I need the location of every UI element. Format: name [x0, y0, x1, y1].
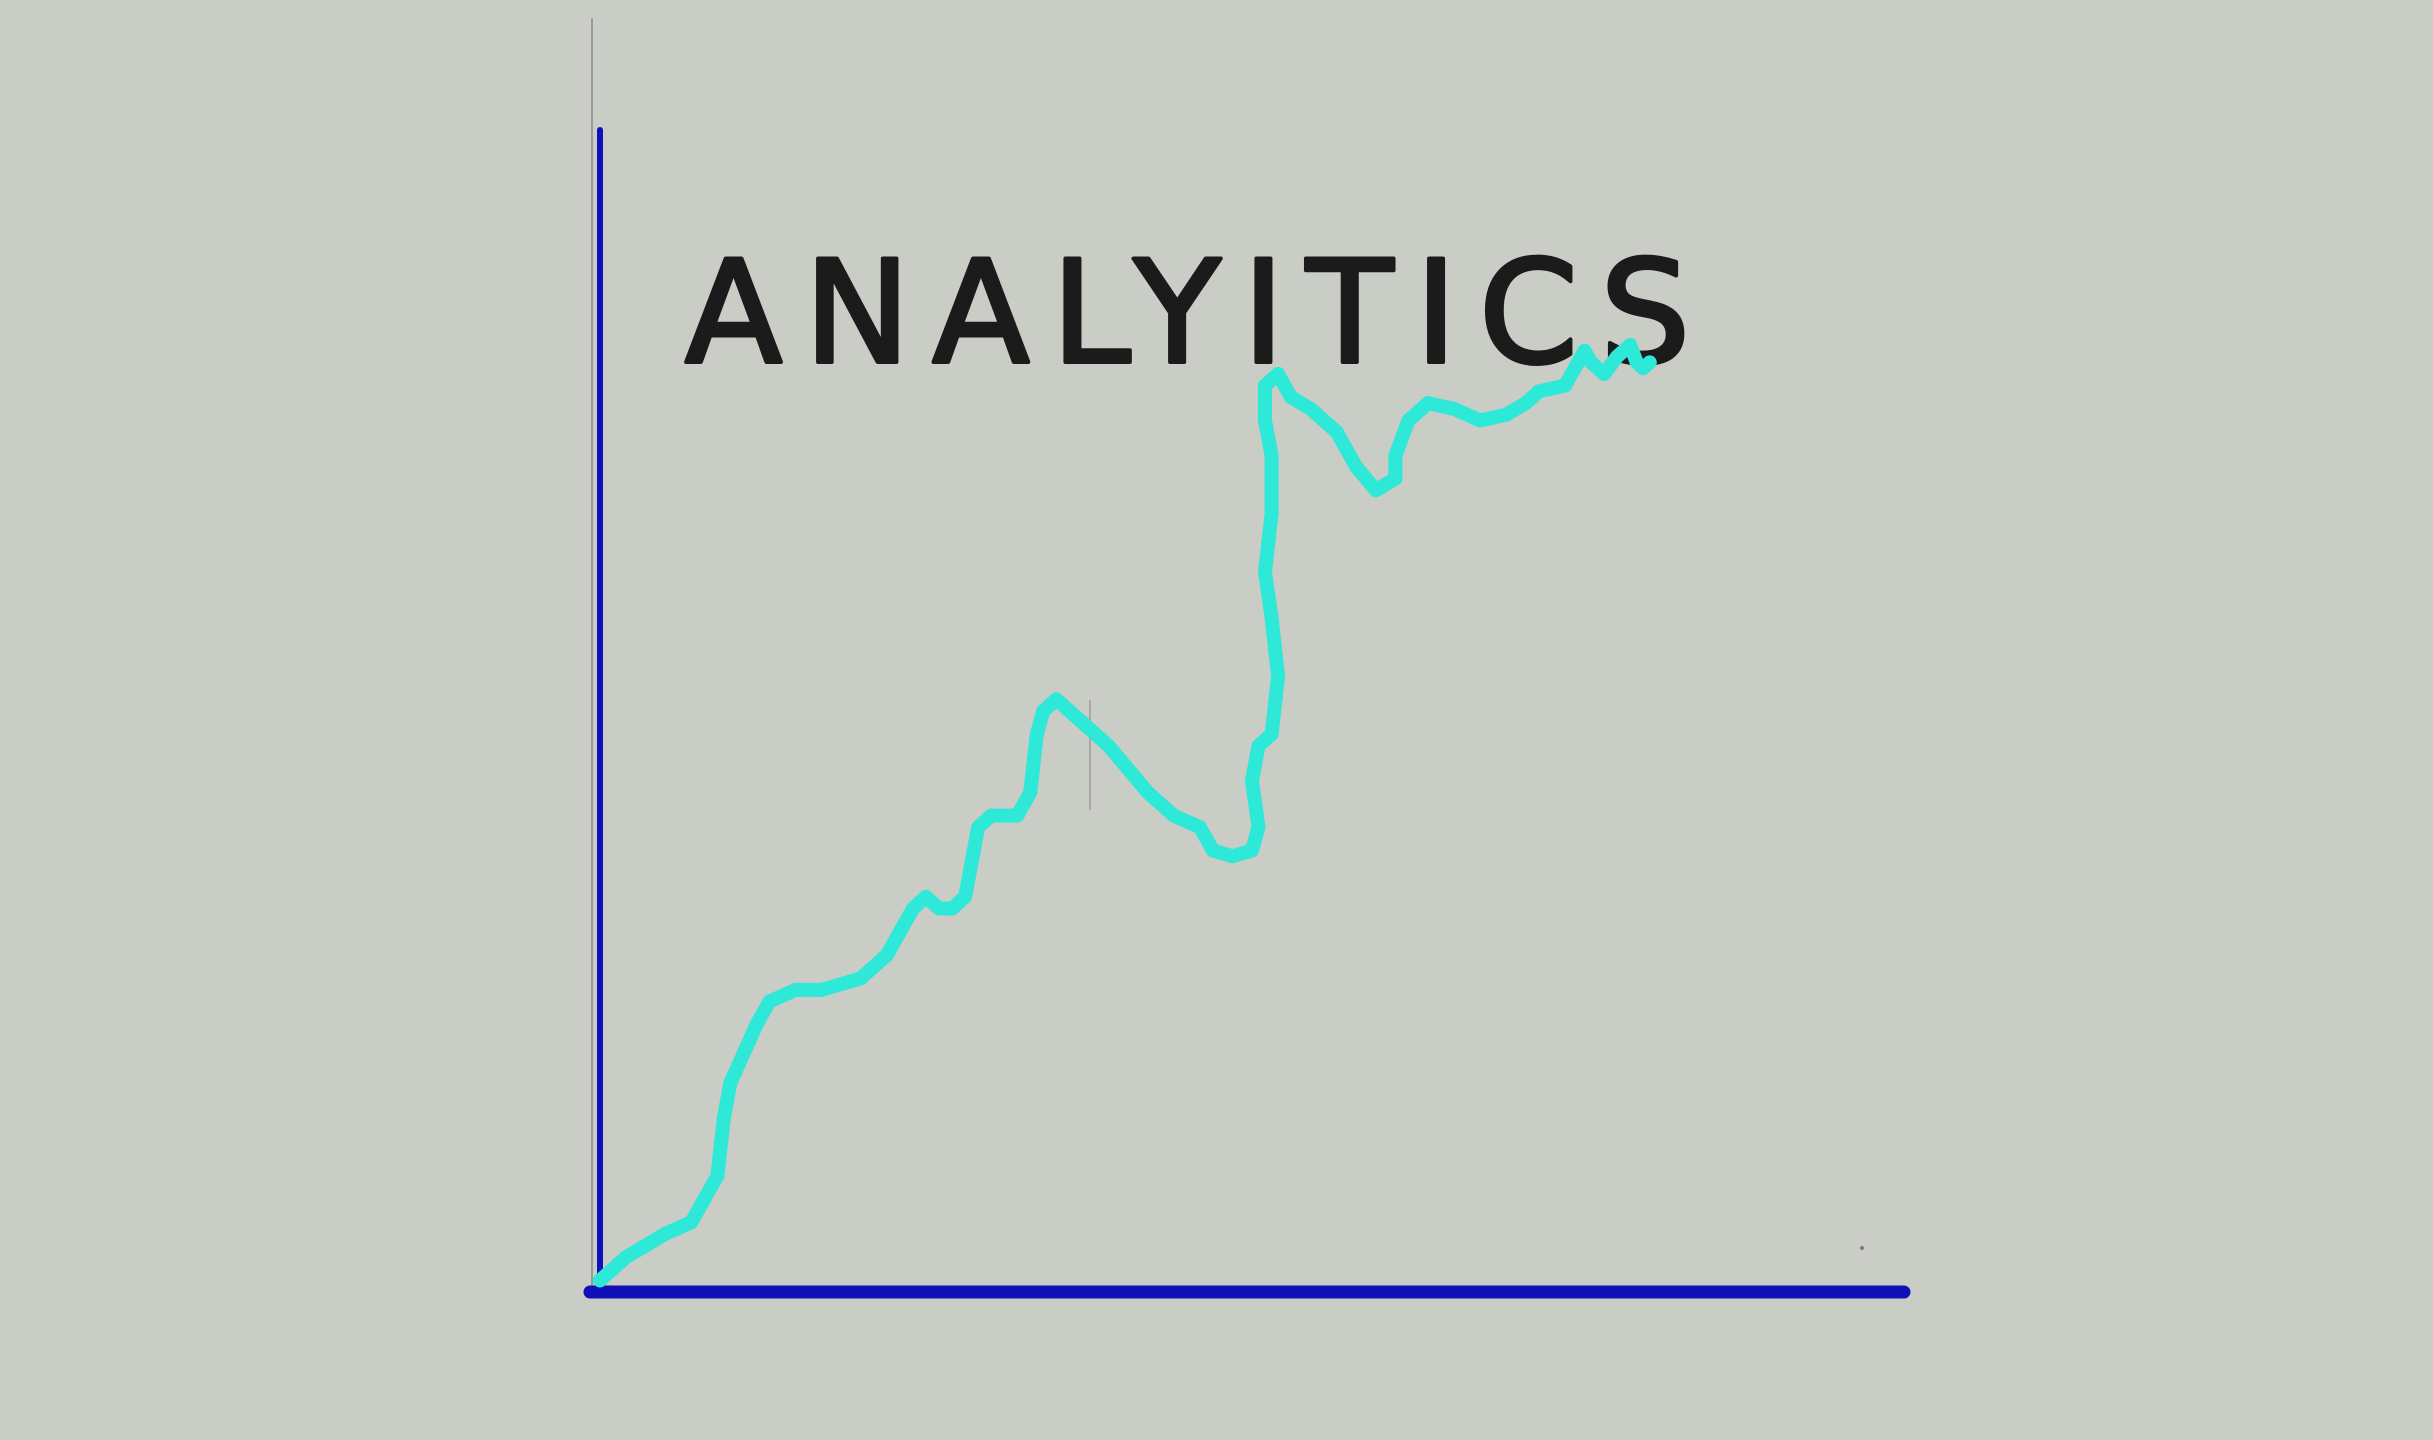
series-point-67 [1623, 338, 1638, 352]
series-point-17 [945, 901, 960, 916]
series-points [593, 338, 1657, 1288]
series-point-47 [1284, 390, 1299, 405]
series-point-28 [1101, 738, 1116, 753]
series-point-11 [853, 971, 868, 986]
series-point-49 [1329, 425, 1344, 440]
series-point-48 [1303, 401, 1318, 416]
series-point-24 [1029, 727, 1044, 742]
series-point-63 [1577, 343, 1592, 358]
faint-dot [1860, 1246, 1864, 1250]
series-point-35 [1251, 820, 1266, 835]
series-point-21 [984, 808, 999, 823]
series-point-56 [1447, 401, 1462, 416]
series-point-44 [1258, 413, 1272, 428]
series-point-26 [1049, 692, 1064, 707]
series-point-33 [1225, 849, 1240, 864]
series-point-45 [1258, 378, 1272, 393]
series-point-37 [1251, 738, 1266, 753]
series-point-4 [710, 1168, 725, 1183]
series-point-36 [1245, 773, 1259, 788]
series-point-50 [1349, 460, 1364, 474]
series-point-65 [1597, 367, 1612, 381]
series-point-7 [749, 1017, 764, 1032]
series-point-1 [619, 1250, 634, 1265]
series-point-40 [1264, 611, 1279, 625]
series-point-23 [1023, 785, 1038, 800]
series-point-55 [1421, 396, 1435, 411]
series-point-62 [1571, 355, 1585, 370]
series-point-27 [1075, 715, 1090, 730]
series-point-14 [906, 901, 920, 916]
series-point-64 [1584, 355, 1598, 370]
series-point-66 [1610, 349, 1625, 364]
series-point-59 [1518, 396, 1533, 411]
series-point-12 [879, 948, 894, 962]
series-point-3 [684, 1215, 699, 1230]
series-point-13 [892, 924, 907, 939]
series-point-58 [1499, 407, 1514, 422]
series-point-52 [1388, 471, 1403, 486]
series-point-9 [788, 982, 803, 997]
series-point-30 [1166, 808, 1181, 823]
series-point-43 [1264, 448, 1279, 463]
series-point-15 [919, 889, 933, 904]
series-point-16 [932, 901, 946, 916]
series-point-46 [1271, 367, 1286, 381]
series-point-60 [1531, 384, 1546, 399]
series-point-32 [1205, 843, 1220, 858]
series-point-0 [593, 1273, 607, 1288]
series-point-20 [971, 820, 986, 835]
series-point-41 [1258, 564, 1272, 579]
series-point-53 [1388, 448, 1403, 463]
series-point-8 [762, 994, 777, 1009]
series-point-6 [723, 1075, 738, 1090]
series-point-29 [1140, 785, 1155, 800]
series-point-38 [1264, 727, 1279, 742]
series-point-54 [1401, 413, 1416, 428]
series-point-31 [1192, 820, 1207, 835]
series-point-57 [1473, 413, 1488, 428]
series-point-25 [1036, 704, 1051, 718]
series-point-61 [1558, 378, 1572, 393]
series-point-2 [658, 1226, 673, 1241]
series-point-5 [716, 1110, 731, 1125]
series-point-42 [1264, 506, 1279, 521]
series-point-51 [1368, 483, 1383, 498]
series-point-22 [1010, 808, 1025, 823]
chart-title: ANALYITICS [685, 231, 1712, 396]
series-point-18 [958, 889, 973, 904]
series-point-34 [1245, 843, 1259, 858]
series-point-70 [1642, 355, 1657, 370]
series-point-10 [814, 982, 829, 997]
series-point-39 [1271, 669, 1286, 684]
series-point-19 [964, 855, 979, 870]
